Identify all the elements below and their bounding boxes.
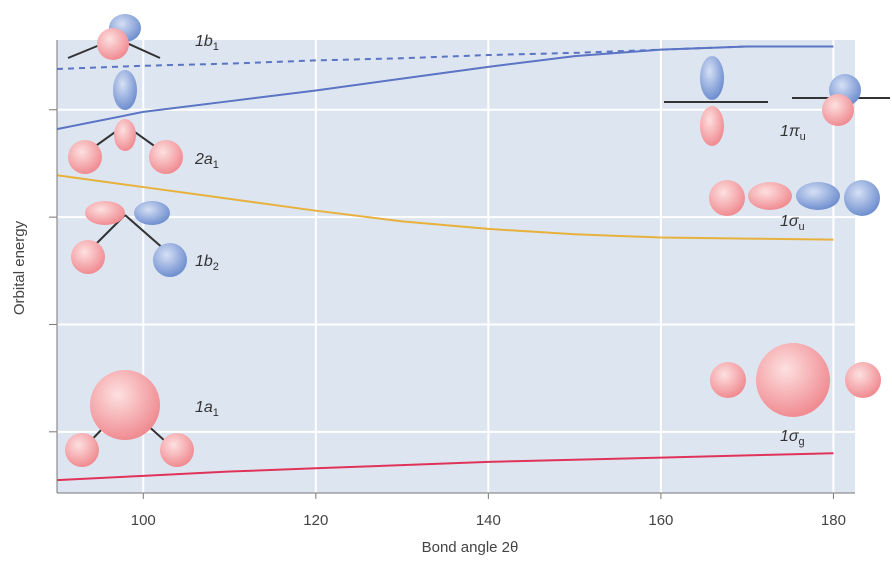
orbital-subscript: 1 [213, 41, 219, 53]
orbital-label: 2a1 [194, 151, 219, 171]
orbital-name: 1b [195, 33, 213, 50]
lobe [710, 362, 746, 398]
lobe [153, 243, 187, 277]
orbital-label: 1b2 [195, 253, 219, 273]
lobe [149, 140, 183, 174]
lobe [114, 119, 136, 151]
orbital-subscript: u [799, 221, 805, 233]
lobe [71, 240, 105, 274]
orbital-name: 1σ [780, 213, 800, 230]
orbital-subscript: g [799, 436, 805, 448]
orbital-label: 1σu [780, 213, 805, 233]
lines [56, 45, 834, 482]
x-axis-label: Bond angle 2θ [422, 539, 519, 556]
orbital-name: 1σ [780, 428, 800, 445]
series-line [56, 174, 834, 241]
lobe [709, 180, 745, 216]
x-tick-label: 140 [476, 512, 501, 529]
orbital-label: 1πu [780, 123, 806, 143]
orbital-name: 2a [194, 151, 213, 168]
series-line [56, 452, 834, 482]
orbital-label: 1σg [780, 428, 805, 448]
series-line [56, 45, 834, 131]
x-tick-label: 180 [821, 512, 846, 529]
orbital-subscript: 2 [213, 261, 219, 273]
lobe [65, 433, 99, 467]
orbital-label: 1b1 [195, 33, 219, 53]
grid [57, 40, 855, 493]
lobe [68, 140, 102, 174]
x-tick-label: 100 [131, 512, 156, 529]
orbital-subscript: u [800, 131, 806, 143]
lobe [756, 343, 830, 417]
y-axis-label: Orbital energy [11, 220, 28, 315]
orbital-label: 1a1 [195, 399, 219, 419]
orbital-subscript: 1 [213, 407, 219, 419]
lobe [822, 94, 854, 126]
lobe [844, 180, 880, 216]
orbital-subscript: 1 [213, 159, 219, 171]
lobe [700, 106, 724, 146]
bond [124, 214, 166, 251]
orbital-drawings [65, 14, 890, 467]
orbital-name: 1b [195, 253, 213, 270]
lobe [85, 201, 125, 225]
orbital-name: 1π [780, 123, 800, 140]
lobe [796, 182, 840, 210]
lobe [97, 28, 129, 60]
x-tick-label: 120 [303, 512, 328, 529]
series-line [56, 45, 748, 70]
lobe [845, 362, 881, 398]
lobe [748, 182, 792, 210]
lobe [90, 370, 160, 440]
x-tick-label: 160 [648, 512, 673, 529]
orbital-name: 1a [195, 399, 213, 416]
lobe [160, 433, 194, 467]
lobe [134, 201, 170, 225]
lobe [113, 70, 137, 110]
lobe [700, 56, 724, 100]
